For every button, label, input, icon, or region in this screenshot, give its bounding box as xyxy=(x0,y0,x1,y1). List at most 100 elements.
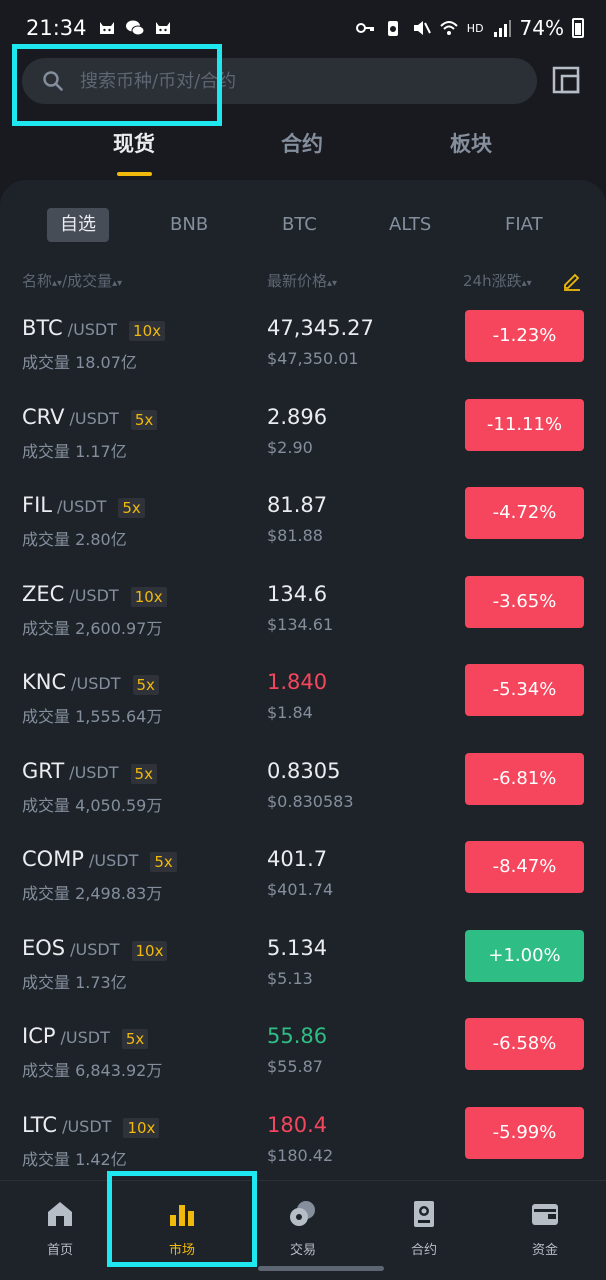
trade-icon xyxy=(290,1201,315,1226)
volume-text: 成交量 1.42亿 xyxy=(22,1149,127,1169)
quote-asset: /USDT xyxy=(62,1116,112,1136)
market-nav-highlight-box xyxy=(107,1171,257,1267)
base-asset: EOS xyxy=(22,935,66,960)
active-tab-underline xyxy=(117,172,152,176)
last-price: 401.7 xyxy=(267,847,328,871)
nav-market[interactable]: 市场 xyxy=(142,1199,222,1258)
change-badge[interactable]: +1.00% xyxy=(465,929,584,982)
col-sep: / xyxy=(62,272,68,290)
fiat-price: $401.74 xyxy=(267,880,334,899)
volume-text: 成交量 1,555.64万 xyxy=(22,707,163,726)
base-asset: BTC xyxy=(22,316,63,340)
change-badge[interactable]: -11.11% xyxy=(465,398,584,451)
quote-asset: /USDT xyxy=(60,1028,110,1047)
fiat-price: $5.13 xyxy=(267,968,313,988)
sort-price[interactable]: 最新价格▴▾ xyxy=(267,270,337,291)
leverage-badge: 5x xyxy=(130,409,158,430)
bottom-nav: 首页 市场 交易 合约 资金 xyxy=(0,1180,606,1280)
status-time: 21:34 xyxy=(26,16,87,40)
edit-pencil-icon[interactable] xyxy=(562,271,582,291)
change-badge[interactable]: -6.81% xyxy=(465,752,584,805)
base-asset: KNC xyxy=(22,670,67,694)
pair-symbol: KNC/USDT 5x xyxy=(22,670,159,695)
change-badge[interactable]: -3.65% xyxy=(465,575,584,628)
search-input[interactable] xyxy=(80,70,500,92)
tab-spot[interactable]: 现货 xyxy=(113,132,155,156)
search-bar[interactable] xyxy=(22,58,537,104)
quote-asset: /USDT xyxy=(69,408,119,428)
leverage-badge: 10x xyxy=(131,940,168,961)
change-badge[interactable]: -8.47% xyxy=(465,841,584,893)
nav-funds-label: 资金 xyxy=(531,1243,558,1258)
layout-switch-icon[interactable] xyxy=(552,66,580,94)
wechat-icon xyxy=(125,20,145,36)
change-badge[interactable]: -1.23% xyxy=(465,310,584,362)
change-badge[interactable]: -6.58% xyxy=(465,1018,584,1070)
sort-arrows-icon: ▴▾ xyxy=(521,278,532,289)
change-badge[interactable]: -5.34% xyxy=(465,664,584,716)
quote-asset: /USDT xyxy=(56,497,107,516)
volume-text: 成交量 18.07亿 xyxy=(22,353,137,372)
alarm-icon xyxy=(387,21,398,36)
leverage-badge: 10x xyxy=(130,586,167,607)
subtab-btc[interactable]: BTC xyxy=(282,214,317,235)
subtab-alts[interactable]: ALTS xyxy=(389,214,432,235)
market-row[interactable]: ICP/USDT 5x 成交量 6,843.92万 55.86 $55.87 -6.58% xyxy=(0,1018,606,1112)
base-asset: CRV xyxy=(22,404,65,429)
market-row[interactable]: ZEC/USDT 10x 成交量 2,600.97万 134.6 $134.61 -3.6… xyxy=(0,575,606,670)
fiat-price: $0.830583 xyxy=(267,791,354,811)
subtab-fiat[interactable]: FIAT xyxy=(505,214,543,235)
subtab-bnb[interactable]: BNB xyxy=(170,214,209,235)
volume-text: 成交量 1.17亿 xyxy=(22,441,127,461)
key-icon xyxy=(355,23,374,33)
home-indicator[interactable] xyxy=(258,1266,384,1271)
battery-percent: 74% xyxy=(519,16,564,40)
change-badge[interactable]: -5.99% xyxy=(465,1106,584,1159)
market-type-tabs: 现货 合约 板块 xyxy=(0,122,606,182)
leverage-badge: 10x xyxy=(129,321,165,341)
pair-symbol: LTC/USDT 10x xyxy=(22,1113,160,1138)
quote-asset: /USDT xyxy=(69,762,119,782)
tab-sectors[interactable]: 板块 xyxy=(450,132,492,156)
nav-futures[interactable]: 合约 xyxy=(384,1199,464,1258)
col-name-label: 名称 xyxy=(22,272,53,290)
fiat-price: $47,350.01 xyxy=(267,349,359,368)
base-asset: ICP xyxy=(22,1024,56,1048)
status-bar: 21:34 HD 74% xyxy=(0,0,606,56)
market-row[interactable]: LTC/USDT 10x 成交量 1.42亿 180.4 $180.42 -5.99% xyxy=(0,1106,606,1201)
base-asset: COMP xyxy=(22,847,84,871)
leverage-badge: 10x xyxy=(123,1117,160,1138)
subtab-favorites[interactable]: 自选 xyxy=(47,208,109,242)
quote-asset: /USDT xyxy=(69,585,119,605)
volume-text: 成交量 1.73亿 xyxy=(22,972,127,992)
nav-market-label: 市场 xyxy=(168,1243,195,1258)
tab-futures[interactable]: 合约 xyxy=(281,132,323,156)
market-row[interactable]: COMP/USDT 5x 成交量 2,498.83万 401.7 $401.74 -8.4… xyxy=(0,841,606,935)
market-row[interactable]: KNC/USDT 5x 成交量 1,555.64万 1.840 $1.84 -5.34% xyxy=(0,664,606,758)
last-price: 180.4 xyxy=(267,1112,328,1137)
last-price: 81.87 xyxy=(267,493,328,517)
nav-home[interactable]: 首页 xyxy=(20,1199,100,1258)
sort-change[interactable]: 24h涨跌▴▾ xyxy=(463,270,532,291)
volume-text: 成交量 6,843.92万 xyxy=(22,1061,163,1080)
change-badge[interactable]: -4.72% xyxy=(465,487,584,539)
last-price: 134.6 xyxy=(267,581,328,606)
pair-symbol: COMP/USDT 5x xyxy=(22,847,177,872)
cat-app-icon xyxy=(99,22,114,34)
wallet-icon xyxy=(532,1204,558,1225)
nav-funds[interactable]: 资金 xyxy=(505,1199,585,1258)
nav-trade-label: 交易 xyxy=(289,1243,316,1258)
market-row[interactable]: EOS/USDT 10x 成交量 1.73亿 5.134 $5.13 +1.00% xyxy=(0,929,606,1024)
quote-asset: /USDT xyxy=(67,320,118,339)
market-row[interactable]: CRV/USDT 5x 成交量 1.17亿 2.896 $2.90 -11.11% xyxy=(0,398,606,493)
leverage-badge: 5x xyxy=(121,1029,149,1049)
market-row[interactable]: BTC/USDT 10x 成交量 18.07亿 47,345.27 $47,350.01… xyxy=(0,310,606,404)
sort-name-volume[interactable]: 名称▴▾/成交量▴▾ xyxy=(22,270,122,291)
market-row[interactable]: FIL/USDT 5x 成交量 2.80亿 81.87 $81.88 -4.72% xyxy=(0,487,606,581)
market-row[interactable]: GRT/USDT 5x 成交量 4,050.59万 0.8305 $0.830583 -6… xyxy=(0,752,606,847)
quote-asset: /USDT xyxy=(70,939,120,959)
cat-app-icon-2 xyxy=(155,22,170,34)
base-asset: FIL xyxy=(22,493,52,517)
battery-icon xyxy=(572,18,584,38)
nav-trade[interactable]: 交易 xyxy=(263,1199,343,1258)
